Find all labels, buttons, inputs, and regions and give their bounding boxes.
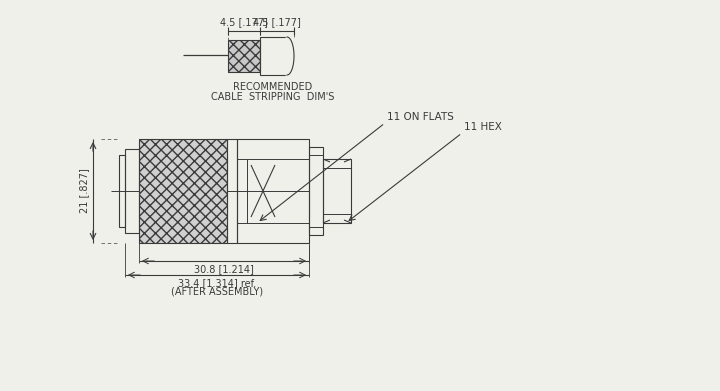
Bar — [237, 139, 309, 243]
Text: 4.5 [.177]: 4.5 [.177] — [253, 17, 301, 27]
Bar — [228, 40, 260, 72]
Bar — [260, 37, 287, 75]
Text: 11 ON FLATS: 11 ON FLATS — [387, 112, 454, 122]
Text: CABLE  STRIPPING  DIM'S: CABLE STRIPPING DIM'S — [211, 92, 335, 102]
Text: 33.4 [1.314] ref.: 33.4 [1.314] ref. — [178, 278, 256, 288]
Text: 21 [.827]: 21 [.827] — [79, 169, 89, 213]
Bar — [125, 149, 139, 233]
Text: 30.8 [1.214]: 30.8 [1.214] — [194, 264, 254, 274]
Bar — [119, 155, 125, 227]
Text: 11 HEX: 11 HEX — [464, 122, 502, 132]
Bar — [323, 159, 351, 223]
Text: 4.5 [.177]: 4.5 [.177] — [220, 17, 268, 27]
Text: RECOMMENDED: RECOMMENDED — [233, 82, 312, 92]
Bar — [227, 139, 237, 243]
Bar — [309, 147, 323, 235]
Text: (AFTER ASSEMBLY): (AFTER ASSEMBLY) — [171, 287, 263, 297]
Bar — [139, 139, 227, 243]
